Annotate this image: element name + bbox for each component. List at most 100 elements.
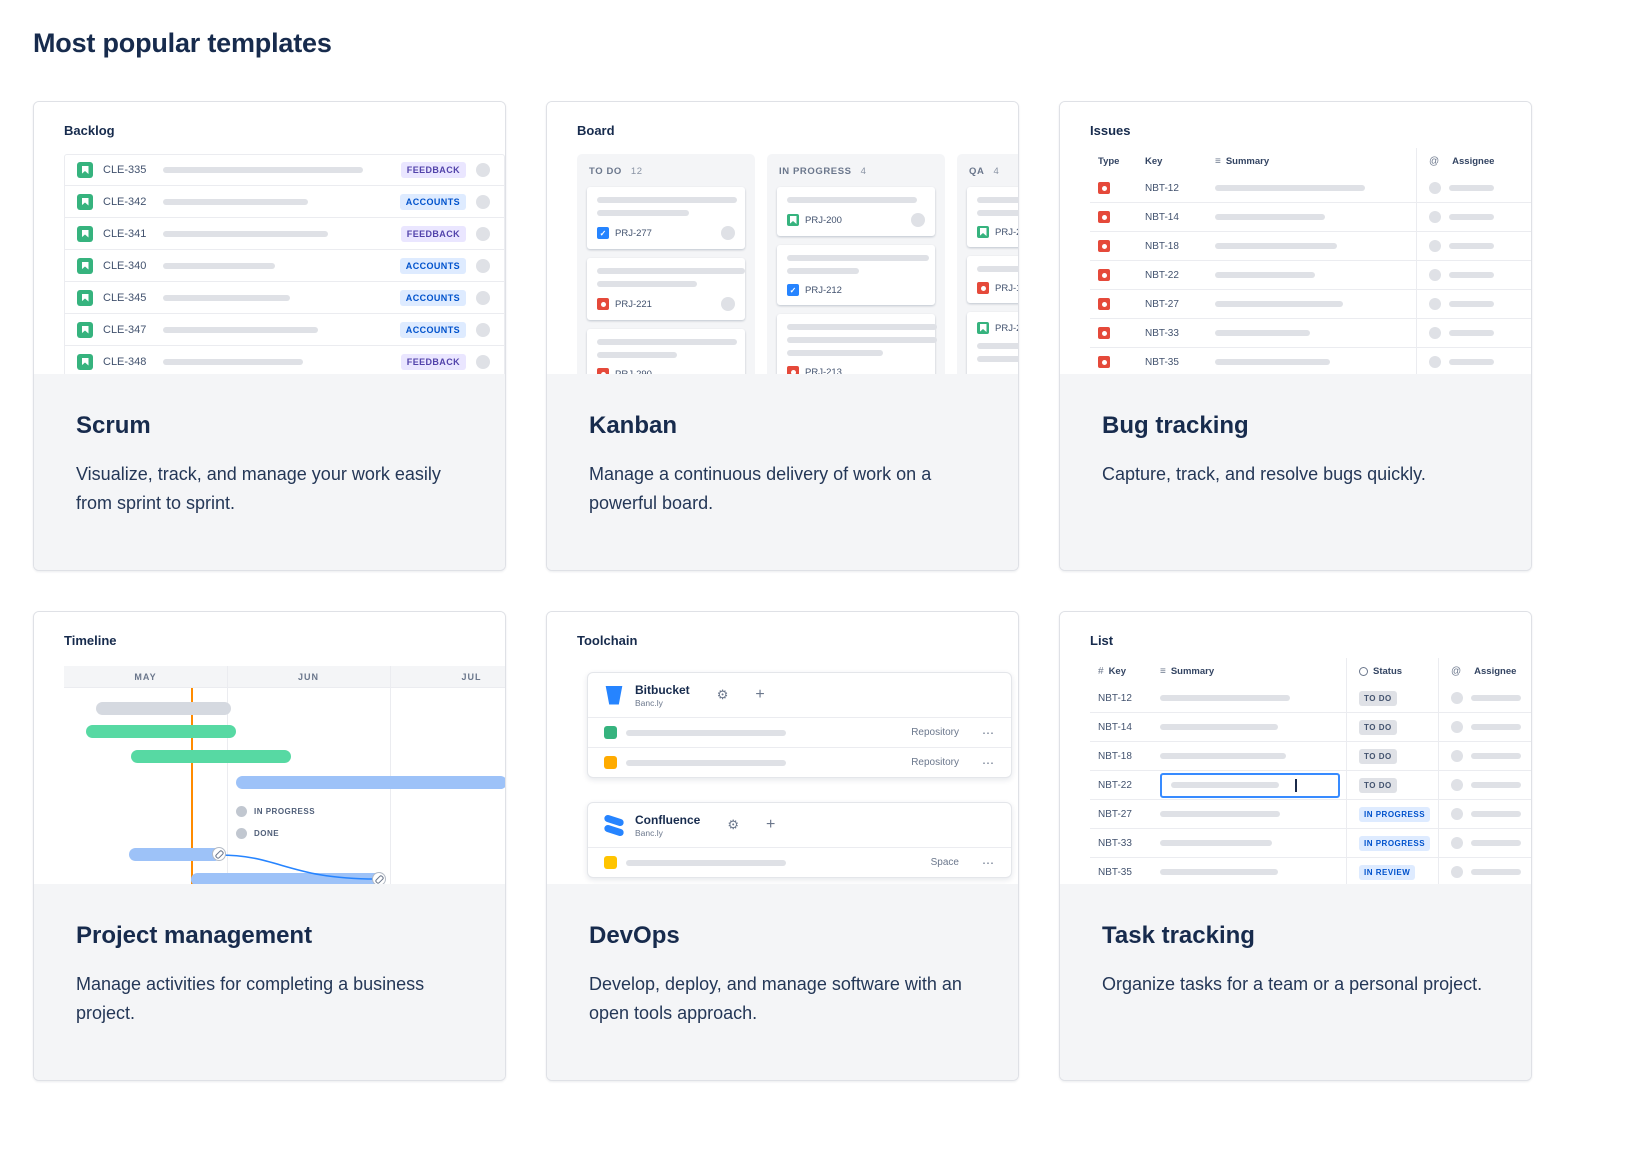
- type-cell: [1090, 348, 1145, 374]
- placeholder-bar: [1215, 330, 1310, 336]
- issue-key: PRJ-146: [995, 282, 1018, 294]
- assignee-cell: [1438, 713, 1531, 741]
- assignee-cell: [1438, 771, 1531, 799]
- column-name: TO DO: [589, 166, 622, 177]
- gear-icon: ⚙: [716, 687, 729, 702]
- status-cell: TO DO: [1346, 684, 1438, 712]
- template-description: Visualize, track, and manage your work e…: [76, 464, 441, 513]
- assignee-cell: [1438, 742, 1531, 770]
- preview-label: Toolchain: [577, 633, 638, 648]
- label-badge: ACCOUNTS: [399, 257, 466, 274]
- link-icon: [372, 872, 386, 884]
- placeholder-bar: [597, 281, 697, 287]
- placeholder-bar: [1471, 811, 1521, 817]
- status-badge: TO DO: [1359, 690, 1397, 706]
- summary-cell: [1160, 771, 1346, 799]
- more-icon: ⋯: [982, 855, 995, 870]
- avatar: [1429, 356, 1441, 368]
- template-grid: Backlog CLE-335 FEEDBACK CLE-342: [33, 101, 1597, 1081]
- placeholder-bar: [1160, 753, 1286, 759]
- timeline-chart: MAY JUN JUL IN PROGRESS: [64, 666, 505, 884]
- placeholder-bar: [1215, 359, 1330, 365]
- placeholder-bar: [597, 197, 737, 203]
- list-table: # Key ≡ Summary Status @ Assignee NBT-12 TO…: [1090, 658, 1531, 884]
- grid-line: [227, 666, 228, 884]
- summary-cell: [1215, 319, 1416, 347]
- issue-row: NBT-27: [1090, 290, 1531, 319]
- month-label: JUL: [461, 672, 482, 682]
- list-row: NBT-33 IN PROGRESS: [1090, 829, 1531, 858]
- hash-icon: #: [1098, 665, 1104, 677]
- grid-line: [390, 666, 391, 884]
- column-name: IN PROGRESS: [779, 166, 852, 177]
- bug-icon: [1098, 269, 1110, 281]
- status-cell: IN PROGRESS: [1346, 800, 1438, 828]
- assignee-cell: [1438, 858, 1531, 884]
- issue-row: NBT-35: [1090, 348, 1531, 374]
- placeholder-bar: [597, 268, 745, 274]
- list-row: NBT-18 TO DO: [1090, 742, 1531, 771]
- template-card-project-management[interactable]: Timeline MAY JUN JUL: [33, 611, 506, 1081]
- assignee-cell: [1416, 348, 1531, 374]
- template-card-task-tracking[interactable]: List # Key ≡ Summary Status @ Assignee NBT-…: [1059, 611, 1532, 1081]
- status-cell: TO DO: [1346, 771, 1438, 799]
- header-status: Status: [1346, 658, 1438, 684]
- repo-avatar-icon: [604, 726, 617, 739]
- label-badge: FEEDBACK: [400, 162, 466, 178]
- issue-key: PRJ-200: [805, 214, 842, 226]
- status-label: IN PROGRESS: [254, 807, 316, 816]
- placeholder-bar: [1215, 185, 1365, 191]
- issue-key: CLE-340: [103, 259, 147, 272]
- issue-row: NBT-14: [1090, 203, 1531, 232]
- kanban-board: TO DO 12 PRJ-277: [577, 154, 1018, 374]
- summary-cell: [1160, 742, 1346, 770]
- summary-edit-input[interactable]: [1160, 772, 1340, 798]
- card-footer: PRJ-146: [977, 282, 1018, 294]
- avatar: [1451, 837, 1463, 849]
- board-card: PRJ-236: [967, 187, 1018, 247]
- timeline-preview: Timeline MAY JUN JUL: [34, 612, 505, 884]
- template-description: Manage activities for completing a busin…: [76, 974, 425, 1023]
- issue-key: PRJ-243: [995, 322, 1018, 334]
- plus-icon: +: [766, 816, 776, 833]
- column-count: 4: [993, 166, 1000, 177]
- preview-label: Board: [577, 123, 615, 138]
- label-badge: ACCOUNTS: [399, 193, 466, 210]
- avatar: [721, 297, 735, 311]
- page-title: Most popular templates: [33, 28, 332, 58]
- type-cell: [1090, 261, 1145, 289]
- summary-cell: [1215, 203, 1416, 231]
- preview-label: List: [1090, 633, 1114, 648]
- placeholder-bar: [1160, 840, 1272, 846]
- template-card-bug-tracking[interactable]: Issues Type Key ≡ Summary @ Assignee NBT-1…: [1059, 101, 1532, 571]
- placeholder-bar: [626, 729, 786, 736]
- placeholder-bar: [1215, 214, 1325, 220]
- placeholder-bar: [1471, 724, 1521, 730]
- issue-key: NBT-35: [1098, 866, 1132, 878]
- avatar: [476, 322, 490, 337]
- preview-label: Backlog: [64, 123, 115, 138]
- bug-icon: [597, 368, 609, 374]
- card-footer: PRJ-243: [977, 322, 1018, 334]
- template-title: Bug tracking: [1102, 412, 1249, 439]
- placeholder-bar: [163, 167, 363, 173]
- issue-key: NBT-22: [1145, 269, 1179, 281]
- template-card-devops[interactable]: Toolchain Bitbucket Banc.ly ⚙ +: [546, 611, 1019, 1081]
- avatar: [1429, 211, 1441, 223]
- template-description: Develop, deploy, and manage software wit…: [589, 974, 962, 1023]
- template-card-kanban[interactable]: Board TO DO 12 PRJ-277: [546, 101, 1019, 571]
- bug-icon: [1098, 211, 1110, 223]
- placeholder-bar: [163, 262, 275, 269]
- card-footer: PRJ-236: [977, 226, 1018, 238]
- placeholder-bar: [1471, 782, 1521, 788]
- type-cell: [1090, 319, 1145, 347]
- card-footer: PRJ-221: [597, 297, 735, 311]
- template-card-scrum[interactable]: Backlog CLE-335 FEEDBACK CLE-342: [33, 101, 506, 571]
- card-body: Project management Manage activities for…: [34, 884, 505, 1080]
- assignee-cell: [1416, 174, 1531, 202]
- list-row: NBT-14 TO DO: [1090, 713, 1531, 742]
- avatar: [1451, 866, 1463, 878]
- issue-key: CLE-341: [103, 227, 147, 240]
- placeholder-bar: [1449, 301, 1494, 307]
- board-card: PRJ-212: [777, 245, 935, 305]
